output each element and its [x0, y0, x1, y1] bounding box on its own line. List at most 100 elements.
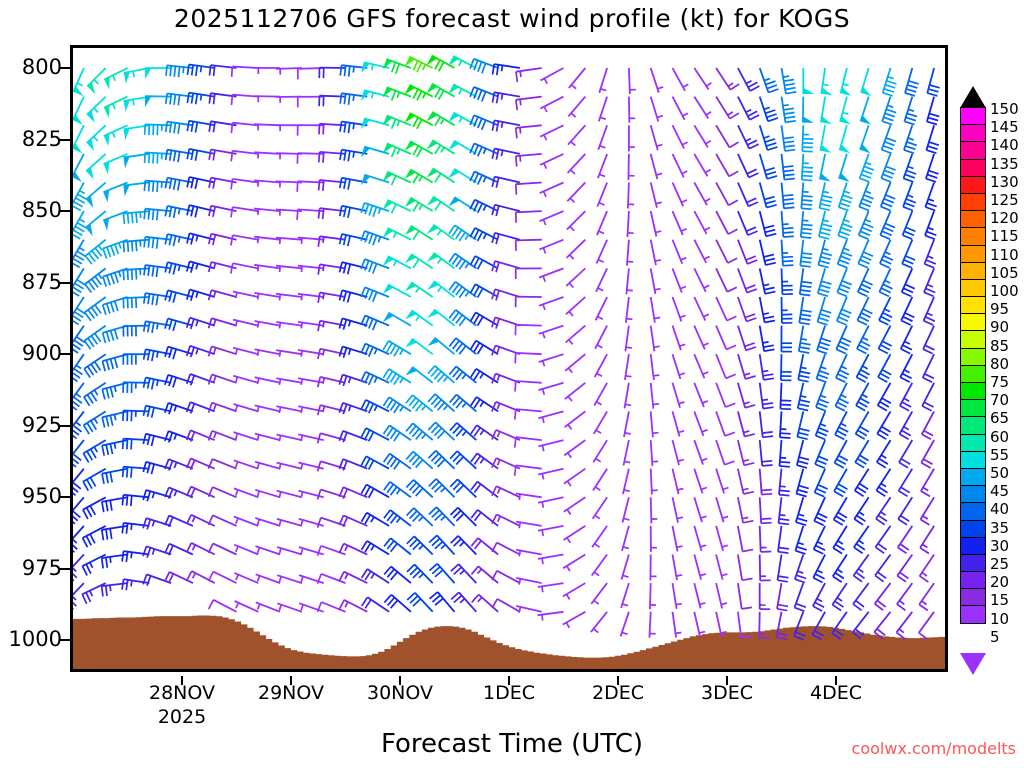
barb-pennant: [382, 59, 393, 70]
barb-stroke: [389, 401, 397, 411]
barb-stroke: [900, 458, 911, 465]
barb-stroke: [839, 230, 850, 237]
barb-stroke: [433, 252, 456, 270]
barb-stroke: [455, 286, 463, 296]
barb-stroke: [89, 590, 94, 597]
barb-stroke: [76, 307, 86, 315]
barb-stroke: [597, 287, 604, 292]
barb-stroke: [676, 516, 684, 520]
barb-stroke: [213, 290, 217, 298]
barb-stroke: [570, 84, 577, 90]
barb-stroke: [491, 598, 499, 609]
barb-stroke: [627, 153, 630, 180]
barb-stroke: [322, 321, 325, 328]
barb-stroke: [142, 574, 148, 585]
barb-stroke: [877, 514, 888, 522]
barb-stroke: [802, 170, 813, 173]
barb-stroke: [855, 571, 866, 580]
barb-stroke: [278, 407, 282, 414]
barb-stroke: [386, 568, 395, 578]
barb-stroke: [515, 464, 542, 470]
x-axis-tick-label: 28NOV: [148, 682, 216, 704]
barb-stroke: [143, 236, 147, 248]
barb-stroke: [780, 456, 787, 459]
barb-stroke: [568, 282, 575, 289]
barb-stroke: [317, 151, 321, 163]
barb-pennant: [860, 115, 872, 125]
barb-stroke: [421, 405, 427, 411]
barb-stroke: [519, 155, 522, 162]
barb-stroke: [728, 199, 739, 207]
colorbar-tick-label: 85: [990, 336, 1010, 355]
barb-stroke: [785, 91, 797, 95]
barb-stroke: [81, 565, 88, 576]
barb-stroke: [142, 321, 147, 332]
barb-stroke: [884, 279, 891, 284]
barb-stroke: [784, 144, 795, 148]
barb-stroke: [105, 331, 111, 343]
barb-stroke: [836, 430, 847, 437]
barb-stroke: [418, 544, 424, 551]
barb-stroke: [234, 320, 238, 327]
barb-stroke: [338, 402, 344, 413]
barb-stroke: [103, 153, 128, 165]
barb-stroke: [85, 563, 92, 574]
barb-stroke: [360, 484, 368, 495]
barb-stroke: [125, 466, 129, 478]
barb-stroke: [212, 599, 237, 613]
colorbar-tick-label: 80: [990, 354, 1010, 373]
barb-stroke: [722, 486, 729, 491]
barb-stroke: [905, 88, 917, 93]
barb-stroke: [90, 306, 99, 317]
barb-stroke: [76, 222, 87, 229]
barb-stroke: [741, 577, 753, 582]
barb-stroke: [838, 259, 850, 265]
barb-pennant: [820, 116, 832, 125]
barb-stroke: [230, 235, 234, 246]
barb-stroke: [818, 316, 829, 322]
barb-stroke: [820, 337, 832, 343]
barb-stroke: [693, 411, 705, 437]
barb-stroke: [905, 255, 916, 261]
barb-stroke: [898, 461, 909, 469]
barb-stroke: [594, 486, 601, 491]
barb-stroke: [886, 79, 897, 85]
barb-stroke: [448, 365, 457, 376]
barb-stroke: [415, 315, 420, 322]
barb-pennant: [426, 140, 438, 150]
barb-stroke: [300, 519, 304, 526]
barb-stroke: [928, 169, 939, 175]
barb-stroke: [875, 546, 885, 554]
barb-stroke: [515, 210, 542, 214]
barb-stroke: [923, 401, 934, 408]
barb-stroke: [366, 596, 390, 613]
colorbar-tick-label: 25: [990, 555, 1010, 573]
barb-stroke: [338, 430, 344, 442]
barb-stroke: [873, 631, 884, 640]
barb-stroke: [763, 224, 775, 230]
barb-pennant: [361, 174, 371, 186]
barb-stroke: [479, 401, 485, 408]
barb-stroke: [360, 202, 366, 214]
barb-stroke: [926, 202, 937, 208]
barb-stroke: [338, 571, 345, 582]
barb-stroke: [433, 455, 443, 465]
barb-pennant: [87, 82, 96, 95]
barb-stroke: [453, 196, 477, 212]
barb-stroke: [873, 582, 892, 605]
barb-stroke: [799, 239, 805, 266]
barb-stroke: [437, 90, 445, 101]
barb-stroke: [73, 525, 85, 540]
barb-stroke: [169, 93, 173, 105]
barb-stroke: [777, 603, 789, 608]
barb-stroke: [855, 433, 866, 440]
barb-stroke: [725, 373, 737, 380]
barb-stroke: [73, 396, 83, 404]
barb-stroke: [622, 603, 629, 607]
barb-stroke: [819, 284, 831, 290]
barb-stroke: [360, 399, 367, 410]
barb-stroke: [599, 173, 606, 178]
barb-stroke: [93, 418, 99, 425]
barb-stroke: [700, 544, 707, 548]
barb-stroke: [922, 515, 929, 520]
